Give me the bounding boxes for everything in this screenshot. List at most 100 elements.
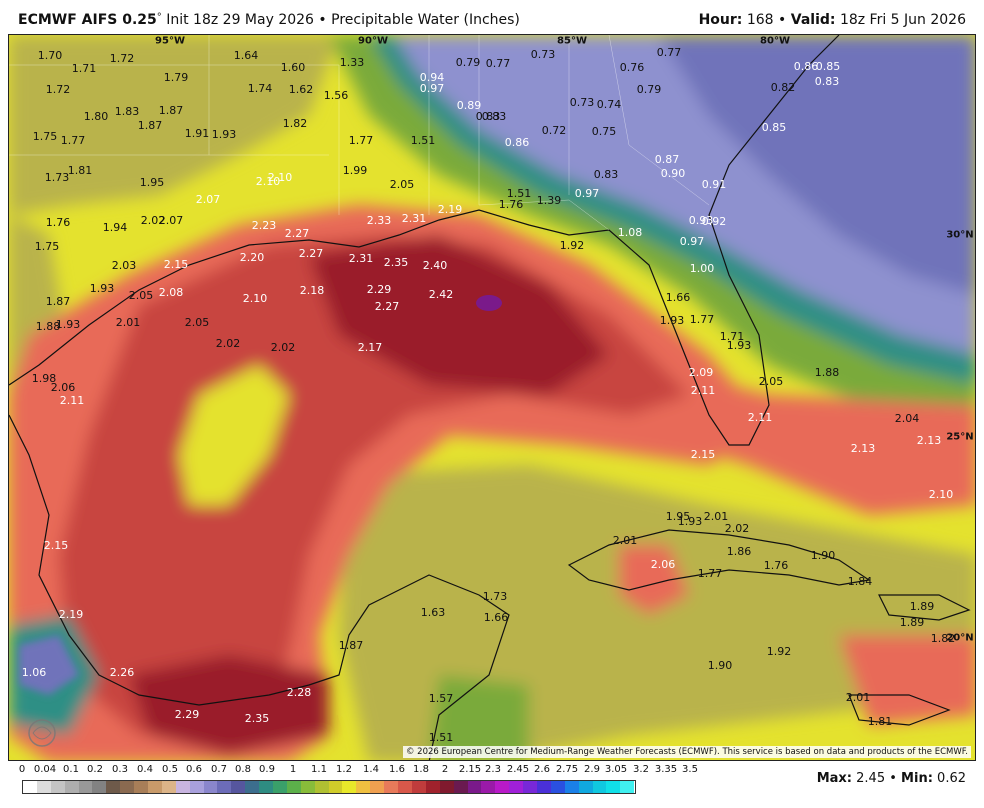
pwat-value-label: 2.06 [650,558,676,571]
pwat-value-label: 2.05 [184,316,210,329]
pwat-value-label: 1.98 [31,372,57,385]
pwat-value-label: 1.81 [67,164,93,177]
legend-tick-label: 3.2 [633,764,649,775]
legend-swatch [314,781,329,793]
pwat-value-label: 1.99 [342,164,368,177]
pwat-value-label: 1.84 [847,575,873,588]
pwat-value-label: 0.83 [814,75,840,88]
pwat-value-label: 1.92 [766,645,792,658]
hour-value: 168 [746,12,774,28]
pwat-value-label: 2.11 [59,394,85,407]
max-label: Max: [816,771,852,786]
pwat-value-label: 0.74 [596,98,622,111]
legend-tick-label: 0.2 [87,764,103,775]
legend-tick-label: 0.04 [33,764,57,775]
pwat-value-label: 2.27 [284,227,310,240]
pwat-value-label: 2.01 [612,534,638,547]
pwat-value-label: 0.94 [419,71,445,84]
pwat-value-label: 1.51 [428,731,454,744]
pwat-value-label: 1.80 [83,110,109,123]
pwat-value-label: 1.77 [60,134,86,147]
legend-swatch [50,781,65,793]
pwat-value-label: 2.02 [270,341,296,354]
init-time: Init 18z 29 May 2026 [166,12,314,28]
pwat-value-label: 1.93 [726,339,752,352]
pwat-value-label: 1.88 [35,320,61,333]
legend-swatch [606,781,621,793]
pwat-value-label: 2.11 [747,411,773,424]
pwat-value-label: 2.23 [251,219,277,232]
model-name: ECMWF AIFS 0.25 [18,12,157,28]
pwat-value-label: 1.57 [428,692,454,705]
pwat-value-label: 1.51 [410,134,436,147]
state-borders [9,35,710,231]
pwat-value-label: 1.83 [114,105,140,118]
pwat-value-label: 0.76 [619,61,645,74]
pwat-value-label: 2.28 [286,686,312,699]
pwat-value-label: 1.39 [536,194,562,207]
legend-swatch [550,781,565,793]
legend-swatch [106,781,121,793]
legend-tick-label: 0.6 [186,764,202,775]
legend-swatch [92,781,107,793]
legend-tick-label: 2.15 [458,764,482,775]
lon-label-85w: 85°W [557,35,587,47]
pwat-value-label: 1.74 [247,82,273,95]
legend-swatch [620,781,635,793]
pwat-value-label: 0.86 [793,60,819,73]
pwat-value-label: 0.73 [530,48,556,61]
legend-swatch [342,781,357,793]
pwat-value-label: 0.83 [593,168,619,181]
pwat-value-label: 1.08 [617,226,643,239]
weatherbell-logo [27,718,81,748]
pwat-value-label: 1.70 [37,49,63,62]
pwat-value-label: 1.87 [137,119,163,132]
pwat-value-label: 2.04 [894,412,920,425]
pwat-value-label: 1.95 [665,510,691,523]
legend-swatch [64,781,79,793]
legend-tick-label: 2.6 [534,764,550,775]
legend-tick-label: 2.45 [506,764,530,775]
pwat-value-label: 2.10 [267,171,293,184]
legend-swatch [592,781,607,793]
pwat-value-label: 1.00 [689,262,715,275]
header: ECMWF AIFS 0.25° Init 18z 29 May 2026 • … [0,0,984,34]
pwat-value-label: 0.91 [701,178,727,191]
max-pwat-spot [476,295,502,311]
pwat-value-label: 1.63 [420,606,446,619]
pwat-value-label: 2.07 [158,214,184,227]
pwat-value-label: 2.03 [111,259,137,272]
pwat-value-label: 1.95 [139,176,165,189]
legend-swatch [495,781,510,793]
legend-swatch [481,781,496,793]
legend-tick-label: 3.35 [654,764,678,775]
pwat-value-label: 1.79 [163,71,189,84]
pwat-value-label: 2.08 [158,286,184,299]
legend-swatch [425,781,440,793]
pwat-value-label: 1.64 [233,49,259,62]
pwat-value-label: 0.90 [660,167,686,180]
legend-tick-label: 0.3 [112,764,128,775]
valid-bullet: • [778,12,787,28]
pwat-value-label: 0.97 [679,235,705,248]
hour-label: Hour: [698,12,743,28]
legend-tick-label: 3.05 [604,764,628,775]
legend-swatch [23,781,37,793]
product-name: Precipitable Water (Inches) [331,12,520,28]
pwat-value-label: 0.97 [574,187,600,200]
pwat-value-label: 1.76 [763,559,789,572]
pwat-value-label: 2.18 [299,284,325,297]
pwat-value-label: 0.79 [636,83,662,96]
pwat-value-label: 1.66 [483,611,509,624]
pwat-value-label: 2.35 [244,712,270,725]
legend-tick-label: 2.3 [485,764,501,775]
legend-tick-label: 0.9 [259,764,275,775]
pwat-value-label: 1.62 [288,83,314,96]
pwat-value-label: 2.15 [690,448,716,461]
valid-label: Valid: [790,12,836,28]
min-value: 0.62 [937,771,966,786]
max-value: 2.45 [856,771,886,786]
pwat-value-label: 1.87 [158,104,184,117]
legend-swatch [161,781,176,793]
pwat-value-label: 2.02 [215,337,241,350]
